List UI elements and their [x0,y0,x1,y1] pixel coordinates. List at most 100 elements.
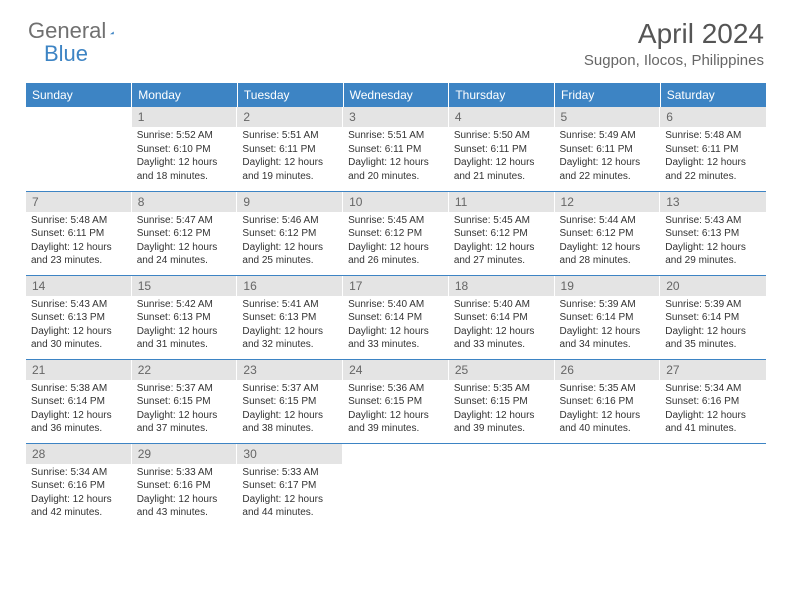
calendar-cell: 3Sunrise: 5:51 AMSunset: 6:11 PMDaylight… [343,107,449,191]
calendar-cell: 22Sunrise: 5:37 AMSunset: 6:15 PMDayligh… [132,359,238,443]
weekday-header: Tuesday [237,83,343,107]
calendar-cell [555,443,661,527]
logo-word2: Blue [44,41,88,66]
calendar-cell [343,443,449,527]
calendar-cell: 17Sunrise: 5:40 AMSunset: 6:14 PMDayligh… [343,275,449,359]
calendar-cell: 6Sunrise: 5:48 AMSunset: 6:11 PMDaylight… [660,107,766,191]
day-number: 14 [26,276,132,296]
calendar-cell: 18Sunrise: 5:40 AMSunset: 6:14 PMDayligh… [449,275,555,359]
day-content: Sunrise: 5:46 AMSunset: 6:12 PMDaylight:… [237,212,343,272]
calendar-cell: 26Sunrise: 5:35 AMSunset: 6:16 PMDayligh… [555,359,661,443]
day-content: Sunrise: 5:40 AMSunset: 6:14 PMDaylight:… [343,296,449,356]
day-number: 15 [132,276,238,296]
calendar-cell: 14Sunrise: 5:43 AMSunset: 6:13 PMDayligh… [26,275,132,359]
calendar-cell: 16Sunrise: 5:41 AMSunset: 6:13 PMDayligh… [237,275,343,359]
day-content: Sunrise: 5:49 AMSunset: 6:11 PMDaylight:… [555,127,661,187]
day-content: Sunrise: 5:52 AMSunset: 6:10 PMDaylight:… [132,127,238,187]
calendar-cell: 4Sunrise: 5:50 AMSunset: 6:11 PMDaylight… [449,107,555,191]
day-number: 19 [555,276,661,296]
day-number: 1 [132,107,238,127]
day-content: Sunrise: 5:33 AMSunset: 6:17 PMDaylight:… [237,464,343,524]
day-number: 10 [343,192,449,212]
calendar-body: 1Sunrise: 5:52 AMSunset: 6:10 PMDaylight… [26,107,766,527]
weekday-header: Friday [555,83,661,107]
day-content: Sunrise: 5:42 AMSunset: 6:13 PMDaylight:… [132,296,238,356]
calendar-cell: 13Sunrise: 5:43 AMSunset: 6:13 PMDayligh… [660,191,766,275]
weekday-header: Saturday [660,83,766,107]
day-content: Sunrise: 5:36 AMSunset: 6:15 PMDaylight:… [343,380,449,440]
calendar-cell: 21Sunrise: 5:38 AMSunset: 6:14 PMDayligh… [26,359,132,443]
day-content: Sunrise: 5:45 AMSunset: 6:12 PMDaylight:… [449,212,555,272]
day-content: Sunrise: 5:41 AMSunset: 6:13 PMDaylight:… [237,296,343,356]
day-number: 16 [237,276,343,296]
calendar-cell: 12Sunrise: 5:44 AMSunset: 6:12 PMDayligh… [555,191,661,275]
calendar-cell [449,443,555,527]
day-number: 4 [449,107,555,127]
day-content: Sunrise: 5:35 AMSunset: 6:16 PMDaylight:… [555,380,661,440]
day-content: Sunrise: 5:43 AMSunset: 6:13 PMDaylight:… [26,296,132,356]
calendar-cell [26,107,132,191]
header: General April 2024 Sugpon, Ilocos, Phili… [0,0,792,77]
weekday-header: Thursday [449,83,555,107]
calendar-row: 7Sunrise: 5:48 AMSunset: 6:11 PMDaylight… [26,191,766,275]
day-content: Sunrise: 5:35 AMSunset: 6:15 PMDaylight:… [449,380,555,440]
weekday-header: Monday [132,83,238,107]
calendar-row: 21Sunrise: 5:38 AMSunset: 6:14 PMDayligh… [26,359,766,443]
calendar-cell [660,443,766,527]
day-number: 8 [132,192,238,212]
logo-line2: Blue [44,41,88,67]
calendar-cell: 25Sunrise: 5:35 AMSunset: 6:15 PMDayligh… [449,359,555,443]
day-number: 17 [343,276,449,296]
day-number: 9 [237,192,343,212]
day-content: Sunrise: 5:51 AMSunset: 6:11 PMDaylight:… [237,127,343,187]
day-number: 26 [555,360,661,380]
day-number: 7 [26,192,132,212]
calendar-row: 1Sunrise: 5:52 AMSunset: 6:10 PMDaylight… [26,107,766,191]
day-content: Sunrise: 5:33 AMSunset: 6:16 PMDaylight:… [132,464,238,524]
day-content: Sunrise: 5:39 AMSunset: 6:14 PMDaylight:… [555,296,661,356]
day-content: Sunrise: 5:34 AMSunset: 6:16 PMDaylight:… [660,380,766,440]
day-content: Sunrise: 5:37 AMSunset: 6:15 PMDaylight:… [237,380,343,440]
day-number: 13 [660,192,766,212]
day-number: 3 [343,107,449,127]
calendar-cell: 24Sunrise: 5:36 AMSunset: 6:15 PMDayligh… [343,359,449,443]
day-number: 12 [555,192,661,212]
day-number: 6 [660,107,766,127]
day-number: 21 [26,360,132,380]
day-number: 30 [237,444,343,464]
day-content: Sunrise: 5:51 AMSunset: 6:11 PMDaylight:… [343,127,449,187]
day-content: Sunrise: 5:34 AMSunset: 6:16 PMDaylight:… [26,464,132,524]
day-number: 5 [555,107,661,127]
calendar-cell: 8Sunrise: 5:47 AMSunset: 6:12 PMDaylight… [132,191,238,275]
calendar-cell: 2Sunrise: 5:51 AMSunset: 6:11 PMDaylight… [237,107,343,191]
calendar-head: SundayMondayTuesdayWednesdayThursdayFrid… [26,83,766,107]
day-content: Sunrise: 5:48 AMSunset: 6:11 PMDaylight:… [660,127,766,187]
day-content: Sunrise: 5:39 AMSunset: 6:14 PMDaylight:… [660,296,766,356]
day-number: 24 [343,360,449,380]
calendar-cell: 5Sunrise: 5:49 AMSunset: 6:11 PMDaylight… [555,107,661,191]
calendar-cell: 7Sunrise: 5:48 AMSunset: 6:11 PMDaylight… [26,191,132,275]
calendar-cell: 19Sunrise: 5:39 AMSunset: 6:14 PMDayligh… [555,275,661,359]
weekday-header: Wednesday [343,83,449,107]
calendar-cell: 28Sunrise: 5:34 AMSunset: 6:16 PMDayligh… [26,443,132,527]
calendar-cell: 20Sunrise: 5:39 AMSunset: 6:14 PMDayligh… [660,275,766,359]
location-text: Sugpon, Ilocos, Philippines [584,52,764,69]
calendar-cell: 9Sunrise: 5:46 AMSunset: 6:12 PMDaylight… [237,191,343,275]
calendar-cell: 1Sunrise: 5:52 AMSunset: 6:10 PMDaylight… [132,107,238,191]
day-content: Sunrise: 5:45 AMSunset: 6:12 PMDaylight:… [343,212,449,272]
day-content: Sunrise: 5:37 AMSunset: 6:15 PMDaylight:… [132,380,238,440]
day-content: Sunrise: 5:50 AMSunset: 6:11 PMDaylight:… [449,127,555,187]
day-number: 11 [449,192,555,212]
day-number: 25 [449,360,555,380]
calendar-cell: 29Sunrise: 5:33 AMSunset: 6:16 PMDayligh… [132,443,238,527]
day-content: Sunrise: 5:40 AMSunset: 6:14 PMDaylight:… [449,296,555,356]
day-content: Sunrise: 5:47 AMSunset: 6:12 PMDaylight:… [132,212,238,272]
calendar-row: 14Sunrise: 5:43 AMSunset: 6:13 PMDayligh… [26,275,766,359]
calendar-cell: 15Sunrise: 5:42 AMSunset: 6:13 PMDayligh… [132,275,238,359]
day-number: 28 [26,444,132,464]
day-number: 2 [237,107,343,127]
day-number: 20 [660,276,766,296]
day-number: 18 [449,276,555,296]
calendar-cell: 23Sunrise: 5:37 AMSunset: 6:15 PMDayligh… [237,359,343,443]
calendar-cell: 27Sunrise: 5:34 AMSunset: 6:16 PMDayligh… [660,359,766,443]
